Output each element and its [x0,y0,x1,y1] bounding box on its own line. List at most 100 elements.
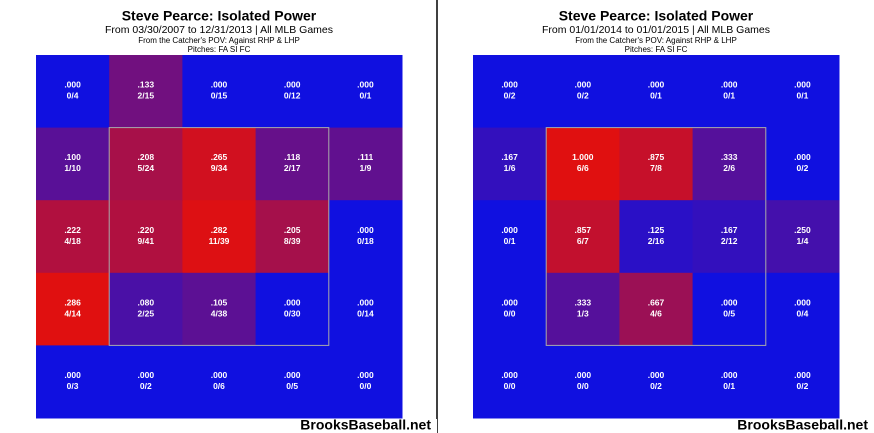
cell-count-label: 0/1 [359,91,371,101]
heat-cell [109,272,183,346]
cell-value-label: .286 [64,297,81,307]
heat-cell [473,55,547,129]
cell-value-label: .000 [138,370,155,380]
cell-value-label: .000 [721,370,738,380]
chart-subtitle: From 03/30/2007 to 12/31/2013 | All MLB … [105,24,333,36]
heat-cell [692,55,767,129]
cell-value-label: .000 [501,297,518,307]
cell-count-label: 0/1 [723,91,735,101]
cell-count-label: 9/41 [138,236,155,246]
cell-value-label: .000 [648,80,665,90]
heat-cell [36,272,110,346]
cell-value-label: .250 [794,225,811,235]
cell-count-label: 4/6 [650,308,662,318]
cell-count-label: 0/6 [213,381,225,391]
cell-value-label: .000 [501,80,518,90]
cell-value-label: .875 [648,152,665,162]
heat-cell [182,345,257,419]
cell-count-label: 0/3 [67,381,79,391]
heat-cell [765,127,840,201]
cell-count-label: 0/2 [577,91,589,101]
cell-value-label: .000 [501,225,518,235]
cell-count-label: 2/25 [138,308,155,318]
cell-value-label: .105 [211,297,228,307]
cell-value-label: .118 [284,152,300,162]
heat-cell [619,55,694,129]
heat-cell [255,55,330,129]
cell-value-label: .220 [138,225,155,235]
heat-cell [473,272,547,346]
heat-cell [109,127,183,201]
heat-cell [619,200,694,274]
heat-cell [619,272,694,346]
cell-count-label: 0/18 [357,236,374,246]
cell-count-label: 0/0 [504,381,516,391]
heat-cell [328,127,403,201]
cell-value-label: .000 [64,370,81,380]
cell-count-label: 0/1 [504,236,516,246]
heat-cell [182,55,257,129]
cell-count-label: 4/38 [211,308,228,318]
cell-count-label: 0/4 [796,308,808,318]
cell-count-label: 11/39 [209,236,230,246]
cell-value-label: 1.000 [572,152,594,162]
heat-cell [36,345,110,419]
cell-count-label: 0/2 [504,91,516,101]
cell-value-label: .208 [138,152,155,162]
strike-zone [545,127,767,346]
cell-value-label: .000 [794,370,811,380]
cell-value-label: .000 [357,80,374,90]
cell-value-label: .167 [501,152,518,162]
cell-count-label: 4/14 [64,308,81,318]
chart-title: Steve Pearce: Isolated Power [122,8,317,24]
heat-cell [765,55,840,129]
cell-count-label: 9/34 [211,163,228,173]
cell-count-label: 2/17 [284,163,301,173]
heat-cell [619,127,694,201]
cell-count-label: 0/4 [67,91,79,101]
cell-count-label: 0/2 [796,381,808,391]
cell-count-label: 1/10 [64,163,81,173]
cell-value-label: .000 [211,80,228,90]
heat-cell [546,272,620,346]
cell-count-label: 0/0 [504,308,516,318]
cell-value-label: .000 [501,370,518,380]
cell-count-label: 1/9 [359,163,371,173]
heat-cell [328,272,403,346]
cell-count-label: 1/4 [796,236,808,246]
cell-count-label: 2/16 [648,236,665,246]
heat-cell [109,345,183,419]
heat-cell [546,200,620,274]
cell-count-label: 2/12 [721,236,738,246]
heat-cell [182,272,257,346]
cell-count-label: 0/2 [650,381,662,391]
heat-cell [546,55,620,129]
heat-cell [36,127,110,201]
chart-subtitle: From the Catcher's POV: Against RHP & LH… [575,36,737,45]
heat-cell [473,345,547,419]
cell-count-label: 0/1 [796,91,808,101]
heat-cell [765,345,840,419]
cell-value-label: .000 [794,297,811,307]
cell-count-label: 2/15 [138,91,155,101]
heat-cell [109,55,183,129]
cell-value-label: .222 [64,225,81,235]
cell-value-label: .000 [794,80,811,90]
cell-value-label: .000 [575,80,592,90]
cell-value-label: .333 [721,152,738,162]
chart-subtitle: From 01/01/2014 to 01/01/2015 | All MLB … [542,24,770,36]
cell-value-label: .100 [64,152,81,162]
cell-value-label: .133 [138,80,155,90]
heat-cell [255,345,330,419]
cell-value-label: .000 [357,370,374,380]
cell-count-label: 0/1 [650,91,662,101]
cell-value-label: .111 [358,152,374,162]
cell-count-label: 6/7 [577,236,589,246]
cell-count-label: 0/1 [723,381,735,391]
heat-cell [109,200,183,274]
cell-value-label: .000 [794,152,811,162]
cell-count-label: 4/18 [64,236,81,246]
cell-count-label: 0/30 [284,308,301,318]
cell-count-label: 0/14 [357,308,374,318]
